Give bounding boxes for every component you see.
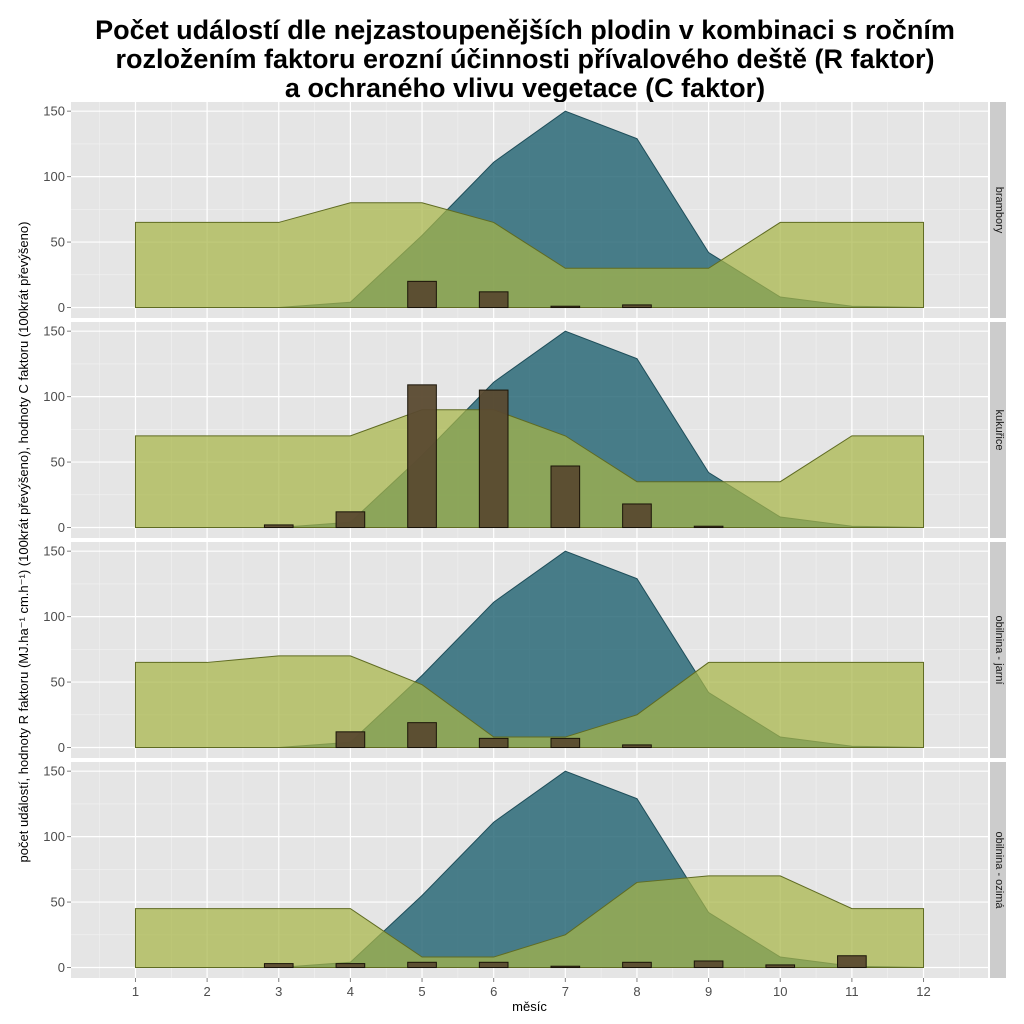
y-tick-label: 100 (43, 389, 65, 404)
event-bar-month-11 (837, 955, 867, 969)
x-tick-label: 8 (633, 984, 640, 999)
event-bar-month-3 (263, 963, 294, 969)
y-tick-label: 100 (43, 169, 65, 184)
panel-3-strip-label: obilnina - jarní (993, 615, 1005, 684)
event-bar-month-10 (765, 964, 796, 969)
x-tick-label: 5 (418, 984, 425, 999)
event-bar-month-8 (622, 304, 652, 309)
y-tick-label: 150 (43, 324, 65, 339)
panel-1-strip (990, 102, 1006, 318)
panel-2-strip (990, 322, 1006, 538)
event-bar-month-5 (407, 384, 437, 529)
chart-title-line-3: a ochraného vlivu vegetace (C faktor) (284, 73, 766, 103)
y-tick-label: 0 (58, 740, 65, 755)
event-bar-month-3 (263, 524, 294, 529)
event-bar-month-4 (335, 511, 366, 529)
y-tick-label: 0 (58, 520, 65, 535)
y-tick-label: 50 (51, 895, 65, 910)
event-bar-month-7 (550, 737, 581, 749)
panel-2-strip-label: kukuřice (993, 410, 1005, 451)
panel-4-c-factor-area (134, 875, 925, 969)
event-bar-month-7 (550, 465, 581, 529)
event-bar-month-6 (478, 389, 509, 529)
y-tick-label: 0 (58, 960, 65, 975)
panel-3-c-factor-area (134, 655, 925, 749)
event-bar-month-9 (693, 525, 724, 529)
y-tick-label: 50 (51, 675, 65, 690)
event-bar-month-8 (622, 503, 652, 529)
y-tick-label: 100 (43, 609, 65, 624)
y-tick-label: 0 (58, 300, 65, 315)
x-tick-label: 10 (773, 984, 787, 999)
panel-1-strip-label: brambory (993, 187, 1005, 234)
panel-3-strip (990, 542, 1006, 758)
event-bar-month-4 (335, 731, 366, 749)
x-tick-label: 2 (204, 984, 211, 999)
event-bar-month-7 (550, 965, 581, 969)
y-tick-label: 50 (51, 235, 65, 250)
x-tick-label: 9 (705, 984, 712, 999)
y-tick-label: 50 (51, 455, 65, 470)
x-axis-title: měsíc (512, 999, 547, 1014)
y-tick-label: 150 (43, 544, 65, 559)
y-tick-label: 100 (43, 829, 65, 844)
event-bar-month-5 (407, 280, 437, 309)
panel-1-c-factor-area (134, 202, 925, 309)
x-tick-label: 11 (845, 984, 859, 999)
x-tick-label: 12 (916, 984, 930, 999)
event-bar-month-6 (478, 737, 509, 749)
panel-4-strip (990, 762, 1006, 978)
chart-title: Počet událostí dle nejzastoupenějších pl… (0, 16, 1024, 103)
event-bar-month-5 (407, 722, 437, 749)
event-bar-month-7 (550, 305, 581, 309)
event-bar-month-8 (622, 961, 652, 969)
x-tick-label: 6 (490, 984, 497, 999)
panel-4-strip-label: obilnina - ozimá (993, 831, 1005, 909)
event-bar-month-4 (335, 963, 366, 969)
y-tick-label: 150 (43, 104, 65, 119)
x-tick-label: 7 (562, 984, 569, 999)
chart-title-line-2: rozložením faktoru erozní účinnosti přív… (115, 44, 935, 74)
panel-2-c-factor-area (134, 409, 925, 529)
event-bar-month-6 (478, 291, 509, 309)
event-bar-month-6 (478, 961, 509, 969)
y-tick-label: 150 (43, 764, 65, 779)
y-axis-title: počet událostí, hodnoty R faktoru (MJ.ha… (16, 222, 31, 863)
event-bar-month-8 (622, 744, 652, 749)
event-bar-month-5 (407, 961, 437, 969)
x-tick-label: 3 (275, 984, 282, 999)
x-tick-label: 4 (347, 984, 354, 999)
chart-title-line-1: Počet událostí dle nejzastoupenějších pl… (95, 15, 955, 45)
x-tick-label: 1 (132, 984, 139, 999)
event-bar-month-9 (693, 960, 724, 969)
